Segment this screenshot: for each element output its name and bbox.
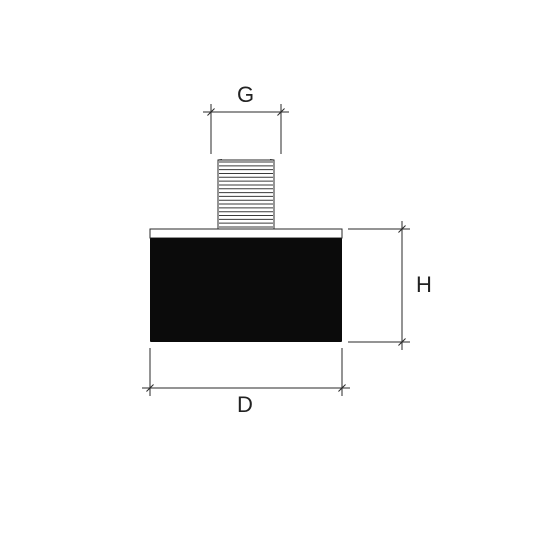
- dim-label-g: G: [237, 82, 254, 108]
- dim-label-d: D: [237, 392, 253, 418]
- technical-drawing: [0, 0, 540, 540]
- dim-label-h: H: [416, 272, 432, 298]
